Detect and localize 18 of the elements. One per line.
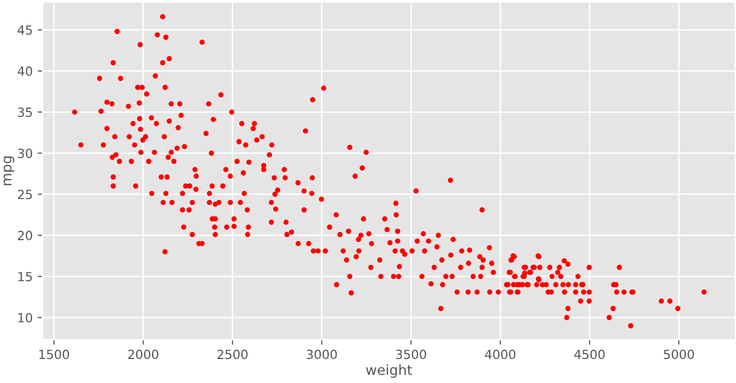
y-tick-label: 40 [18,66,32,76]
x-tick-label: 4000 [485,350,516,360]
y-tick-label: 45 [18,25,32,35]
y-tick-label: 20 [18,230,32,240]
y-tick-label: 35 [18,108,32,117]
y-axis-title: mpg [4,156,14,186]
x-tick-label: 2500 [217,350,248,360]
x-tick-label: 5000 [664,350,694,360]
x-tick-label: 1500 [39,350,70,360]
x-axis-title: weight [366,364,412,378]
y-tick-label: 25 [18,190,32,200]
y-tick-label: 30 [18,148,32,158]
x-tick-label: 3000 [306,350,337,360]
y-tick-label: 10 [18,313,32,322]
x-tick-label: 4500 [574,350,605,360]
x-tick-label: 2000 [128,350,158,360]
x-tick-label: 3500 [396,350,426,360]
y-tick-label: 15 [18,272,32,282]
